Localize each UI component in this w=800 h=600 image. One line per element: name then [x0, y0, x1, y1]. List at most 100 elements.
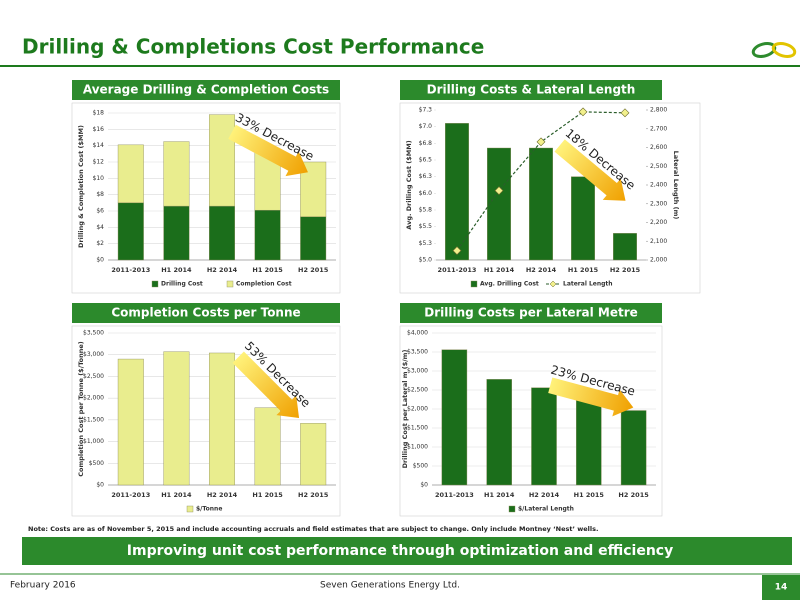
bar — [117, 202, 144, 261]
bar — [117, 144, 144, 204]
legend-swatch — [186, 505, 194, 513]
chart-title: Completion Costs per Tonne — [111, 306, 300, 320]
y-tick-label: $6 — [96, 208, 104, 215]
x-tick-label: H2 2014 — [207, 491, 238, 499]
panel-header — [400, 80, 662, 100]
y2-tick-label: 2,100 — [650, 238, 667, 245]
y-tick-label: $2 — [96, 240, 104, 247]
bar — [163, 351, 190, 486]
bar — [441, 349, 468, 486]
y-tick-label: $2,000 — [407, 406, 428, 413]
bar — [445, 123, 469, 261]
y2-axis-title: Lateral Length (m) — [672, 151, 680, 220]
y-tick-label: $1,000 — [407, 444, 428, 451]
x-tick-label: H2 2014 — [529, 491, 560, 499]
y-tick-label: $5.8 — [419, 207, 433, 214]
x-tick-label: H1 2015 — [574, 491, 605, 499]
y-tick-label: $6.5 — [419, 157, 433, 164]
y-tick-label: $1,500 — [83, 416, 104, 423]
y2-tick-label: 2,800 — [650, 107, 667, 114]
bar — [254, 407, 281, 486]
chart-frame — [71, 325, 341, 517]
y-tick-label: $500 — [413, 463, 428, 470]
y-tick-label: $2,500 — [407, 387, 428, 394]
y2-tick-label: 2,500 — [650, 163, 667, 170]
logo — [751, 42, 797, 58]
x-tick-label: 2011-2013 — [438, 266, 477, 274]
bar — [300, 423, 327, 486]
x-tick-label: H2 2015 — [610, 266, 641, 274]
y-tick-label: $14 — [93, 142, 105, 149]
y-tick-label: $16 — [93, 126, 105, 133]
bar — [163, 141, 190, 207]
panel-header — [72, 80, 340, 100]
annotation-arrow — [228, 124, 308, 177]
bar — [576, 399, 602, 486]
y2-tick-label: 2,700 — [650, 125, 667, 132]
panel-header — [400, 303, 662, 323]
bar — [529, 147, 553, 261]
x-tick-label: 2011-2013 — [111, 491, 150, 499]
y-tick-label: $6.3 — [419, 173, 433, 180]
y-tick-label: $2,500 — [83, 373, 104, 380]
y-tick-label: $3,000 — [407, 368, 428, 375]
line-marker — [452, 246, 462, 256]
line-marker — [536, 137, 546, 147]
line-marker — [620, 108, 630, 118]
y-tick-label: $3,000 — [83, 351, 104, 358]
line-marker — [494, 186, 504, 196]
x-tick-label: H2 2015 — [618, 491, 649, 499]
y-tick-label: $8 — [96, 191, 104, 198]
footer-date: February 2016 — [10, 581, 76, 591]
y-tick-label: $10 — [93, 175, 105, 182]
y-tick-label: $0 — [420, 482, 428, 489]
y-tick-label: $6.0 — [419, 190, 433, 197]
y-tick-label: $4 — [96, 224, 104, 231]
legend-swatch — [508, 505, 516, 513]
chart-title: Average Drilling & Completion Costs — [83, 83, 329, 97]
line-marker — [578, 107, 588, 117]
x-tick-label: H1 2015 — [568, 266, 599, 274]
x-tick-label: 2011-2013 — [111, 266, 150, 274]
banner-bg — [22, 537, 792, 565]
y-axis-title: Avg. Drilling Cost ($MM) — [405, 140, 413, 229]
panel-header — [72, 303, 340, 323]
note: Note: Costs are as of November 5, 2015 a… — [28, 525, 598, 533]
x-tick-label: 2011-2013 — [435, 491, 474, 499]
y-tick-label: $3,500 — [407, 349, 428, 356]
legend-label: Completion Cost — [236, 281, 292, 288]
legend-swatch — [151, 280, 159, 288]
y-tick-label: $18 — [93, 110, 105, 117]
y-tick-label: $2,000 — [83, 395, 104, 402]
bar — [254, 209, 281, 261]
y-tick-label: $5.5 — [419, 223, 433, 230]
bar — [531, 387, 557, 486]
y-axis-title: Drilling Cost per Lateral m ($/m) — [401, 350, 409, 469]
bar — [209, 205, 235, 261]
y-tick-label: $3,500 — [83, 330, 104, 337]
y2-tick-label: 2,200 — [650, 219, 667, 226]
y2-tick-label: 2,300 — [650, 200, 667, 207]
page-box — [762, 575, 800, 600]
y-tick-label: $1,500 — [407, 425, 428, 432]
bar — [620, 410, 647, 486]
chart-title: Drilling Costs & Lateral Length — [427, 83, 636, 97]
x-tick-label: H1 2014 — [484, 491, 515, 499]
bar — [117, 358, 144, 486]
chart-frame — [71, 102, 341, 294]
y2-tick-label: 2,600 — [650, 144, 667, 151]
footer-company: Seven Generations Energy Ltd. — [320, 581, 460, 591]
legend-label: Lateral Length — [563, 281, 613, 288]
y2-tick-label: 2,400 — [650, 182, 667, 189]
y-axis-title: Completion Cost per Tonne ($/Tonne) — [77, 341, 85, 477]
x-tick-label: H1 2014 — [161, 491, 192, 499]
legend-label: $/Tonne — [196, 506, 222, 513]
y-tick-label: $7.3 — [419, 107, 433, 114]
bar — [487, 147, 511, 261]
y-tick-label: $500 — [89, 460, 104, 467]
bar — [209, 114, 235, 207]
x-tick-label: H1 2015 — [252, 266, 283, 274]
y-tick-label: $4,000 — [407, 330, 428, 337]
page-number: 14 — [775, 583, 788, 593]
